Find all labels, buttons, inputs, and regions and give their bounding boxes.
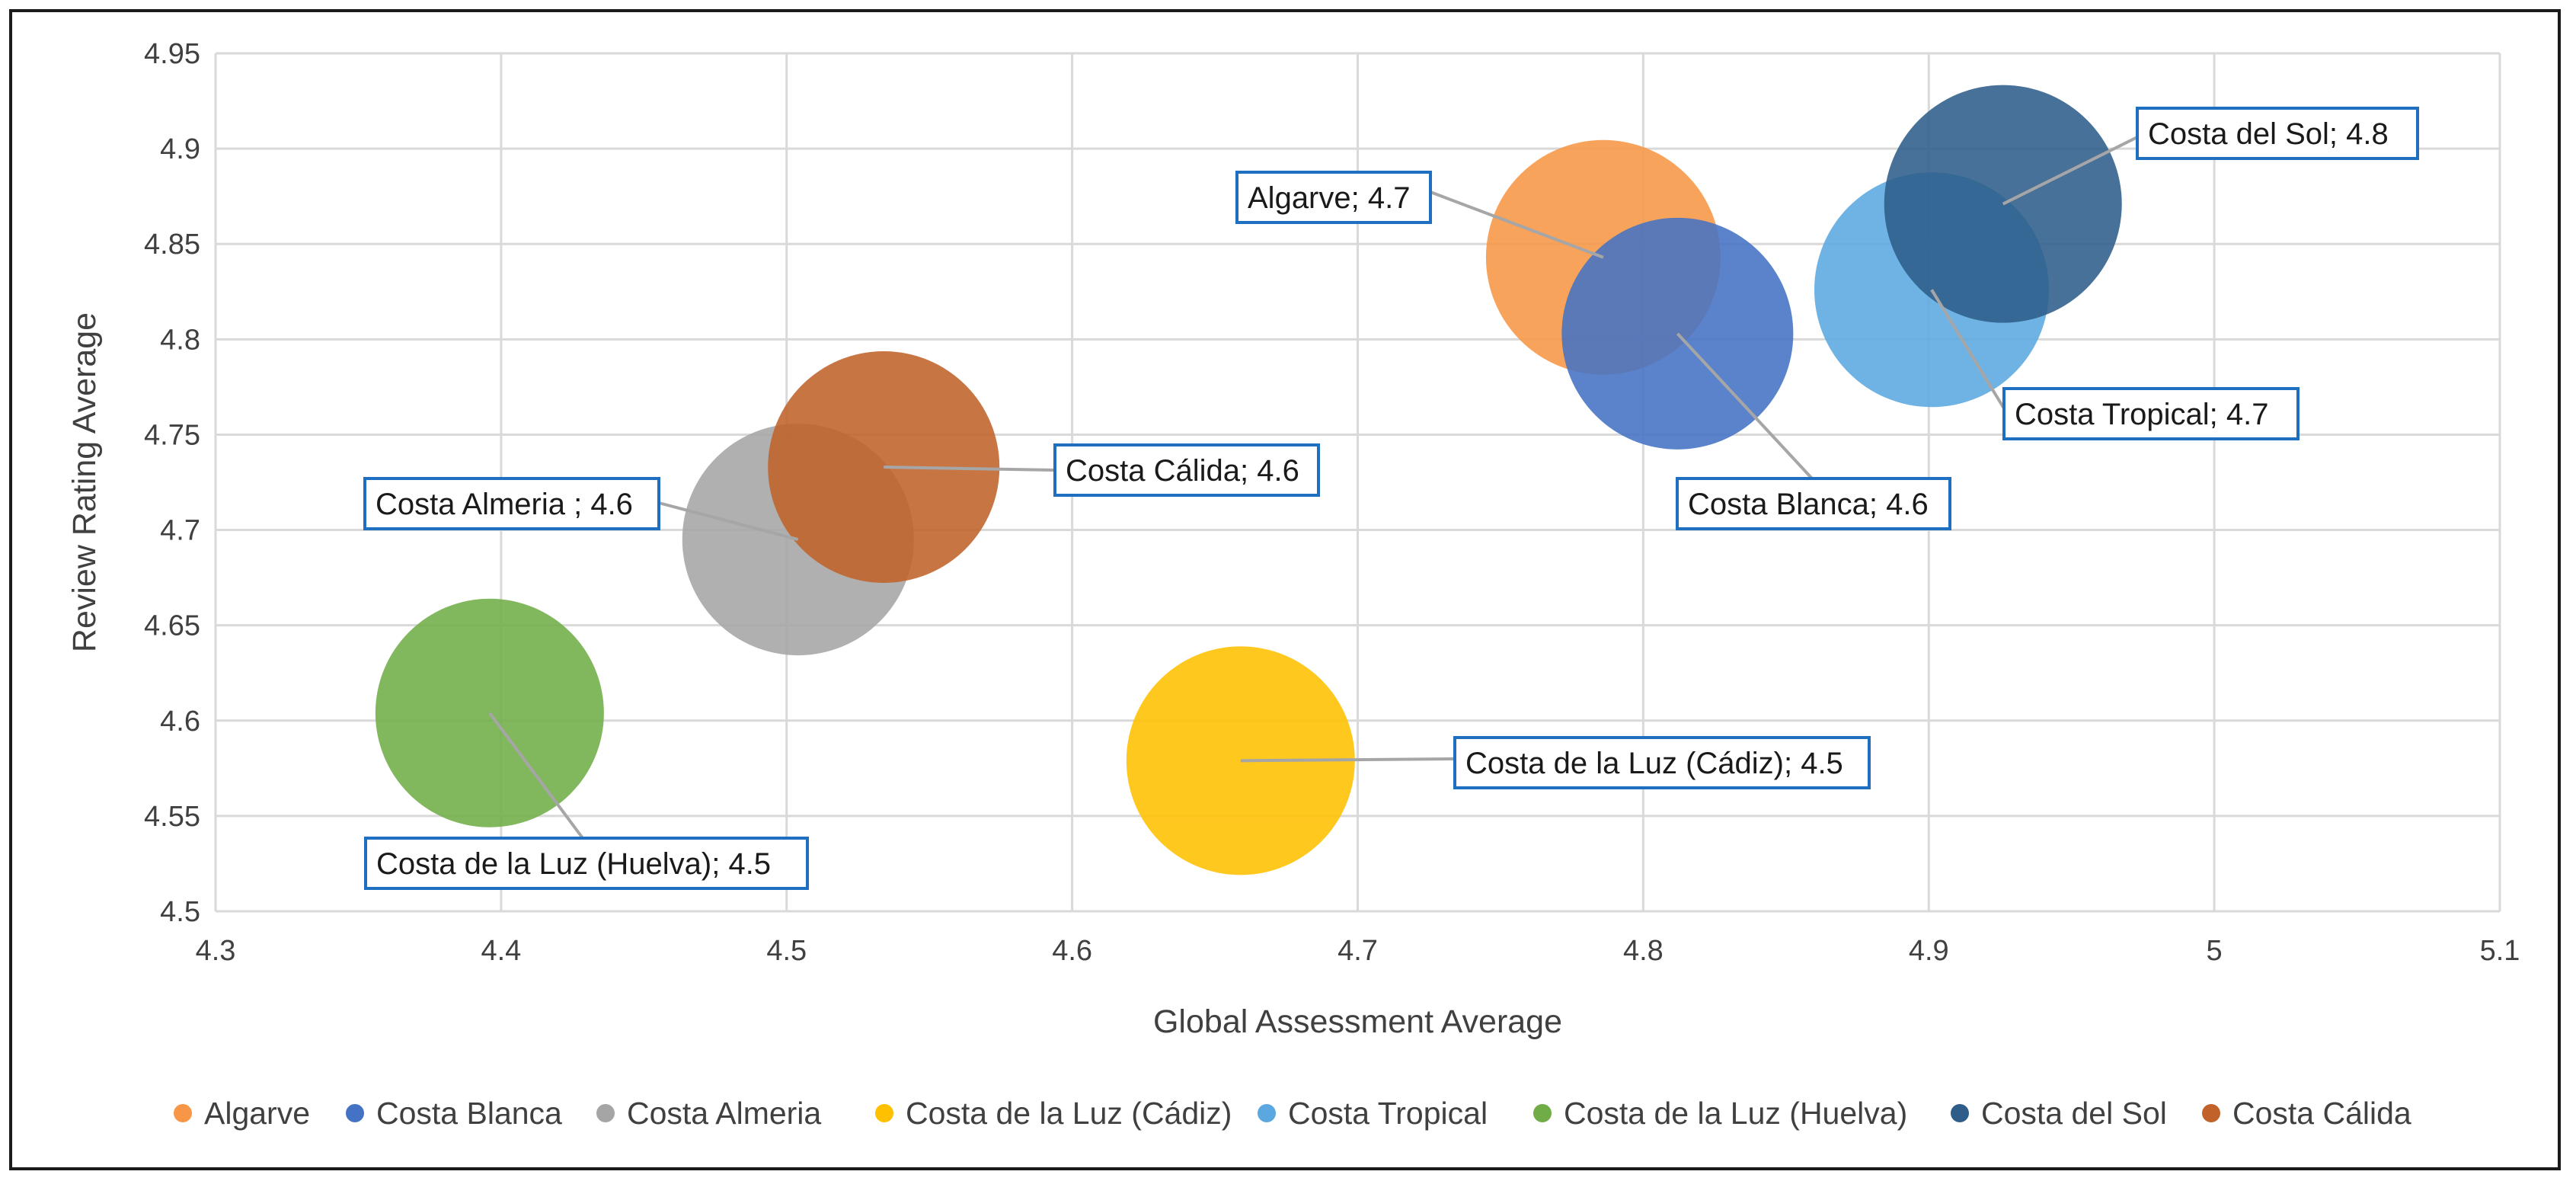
x-tick-label: 4.5 [766, 935, 807, 967]
callout-box [1053, 443, 1320, 497]
callout-box [1676, 477, 1951, 530]
y-tick-label: 4.85 [144, 229, 200, 261]
callouts: Algarve; 4.7 Costa Blanca; 4.6 Costa Almer… [363, 107, 2419, 890]
y-tick-label: 4.7 [160, 515, 200, 547]
x-axis-ticks: 4.3 4.4 4.5 4.6 4.7 4.8 4.9 5 5.1 [196, 935, 2520, 967]
callout-box [363, 477, 660, 530]
chart-frame [9, 9, 2561, 1170]
y-tick-label: 4.5 [160, 896, 200, 928]
legend-marker [875, 1104, 893, 1122]
legend-marker [346, 1104, 364, 1122]
legend-marker [1951, 1104, 1969, 1122]
callout-label: Costa Blanca; 4.6 [1688, 488, 1929, 521]
x-tick-label: 4.9 [1909, 935, 1949, 967]
callout-leader [2002, 136, 2138, 206]
legend-label: Costa de la Luz (Cádiz) [906, 1096, 1232, 1131]
y-axis-ticks: 4.5 4.55 4.6 4.65 4.7 4.75 4.8 4.85 4.9 4.95 [144, 38, 200, 928]
callout-box [1235, 171, 1432, 224]
legend-marker [174, 1104, 192, 1122]
callout-label: Algarve; 4.7 [1248, 181, 1410, 215]
legend-marker [2202, 1104, 2220, 1122]
callout-box [1453, 736, 1871, 789]
y-tick-label: 4.55 [144, 801, 200, 833]
callout-box [2136, 107, 2419, 160]
callout-box [364, 837, 809, 890]
y-tick-label: 4.95 [144, 38, 200, 70]
legend-label: Costa Cálida [2232, 1096, 2411, 1131]
x-tick-label: 4.4 [481, 935, 521, 967]
callout-label: Costa Tropical; 4.7 [2015, 398, 2269, 431]
callout-label: Costa de la Luz (Cádiz); 4.5 [1465, 747, 1843, 780]
legend: Algarve Costa Blanca Costa Almeria Costa de… [174, 1096, 2411, 1131]
legend-marker [596, 1104, 615, 1122]
callout-leader [1430, 190, 1604, 259]
y-tick-label: 4.75 [144, 419, 200, 451]
callout-leader [658, 501, 799, 542]
callout-label: Costa del Sol; 4.8 [2148, 117, 2389, 151]
x-tick-label: 4.6 [1052, 935, 1092, 967]
y-tick-label: 4.8 [160, 324, 200, 356]
y-axis-title: Review Rating Average [66, 312, 103, 652]
callout-leader [1676, 332, 1814, 480]
x-tick-label: 4.7 [1338, 935, 1378, 967]
legend-label: Costa Almeria [627, 1096, 821, 1131]
callout-leader [884, 465, 1056, 472]
legend-label: Algarve [204, 1096, 310, 1131]
y-tick-label: 4.9 [160, 133, 200, 165]
legend-label: Costa Tropical [1288, 1096, 1488, 1131]
y-tick-label: 4.65 [144, 610, 200, 642]
callout-label: Costa Cálida; 4.6 [1066, 454, 1299, 488]
x-tick-label: 4.8 [1623, 935, 1664, 967]
callout-label: Costa de la Luz (Huelva); 4.5 [376, 847, 771, 881]
x-axis-title: Global Assessment Average [1153, 1003, 1562, 1040]
x-tick-label: 4.3 [196, 935, 236, 967]
bubble [375, 598, 604, 827]
legend-label: Costa Blanca [376, 1096, 562, 1131]
legend-marker [1533, 1104, 1552, 1122]
legend-label: Costa de la Luz (Huelva) [1564, 1096, 1907, 1131]
callout-leaders [488, 136, 2138, 840]
x-tick-label: 5.1 [2480, 935, 2520, 967]
callout-leader [1240, 757, 1456, 763]
x-tick-label: 5 [2207, 935, 2223, 967]
callout-leader [488, 712, 584, 840]
y-tick-label: 4.6 [160, 706, 200, 738]
callout-box [2002, 387, 2300, 440]
legend-marker [1258, 1104, 1276, 1122]
legend-label: Costa del Sol [1981, 1096, 2167, 1131]
callout-leader [1930, 289, 2006, 410]
callout-label: Costa Almeria ; 4.6 [376, 488, 633, 521]
